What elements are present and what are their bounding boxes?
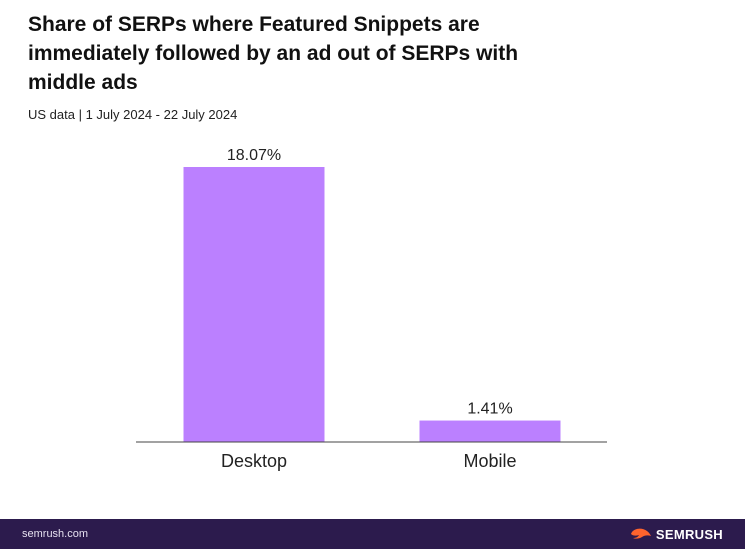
tick-label-mobile: Mobile xyxy=(463,451,516,471)
bars-group xyxy=(183,167,561,442)
brand-name: SEMRUSH xyxy=(655,526,723,542)
tick-label-desktop: Desktop xyxy=(221,451,287,471)
footer-url: semrush.com xyxy=(22,528,89,540)
bar-chart: 18.07% Desktop 1.41% Mobile xyxy=(136,147,607,471)
bar-mobile xyxy=(419,420,561,442)
brand-logo: SEMRUSH xyxy=(630,526,723,542)
labels-group: 18.07% Desktop 1.41% Mobile xyxy=(221,147,517,471)
semrush-flame-icon xyxy=(630,528,651,539)
data-label-mobile: 1.41% xyxy=(467,401,512,418)
footer-bar: semrush.com SEMRUSH xyxy=(0,519,745,549)
chart-title: Share of SERPs where Featured Snippets a… xyxy=(28,13,519,94)
data-label-desktop: 18.07% xyxy=(227,147,281,164)
bar-desktop xyxy=(183,167,325,442)
chart-subtitle: US data | 1 July 2024 - 22 July 2024 xyxy=(28,107,238,122)
